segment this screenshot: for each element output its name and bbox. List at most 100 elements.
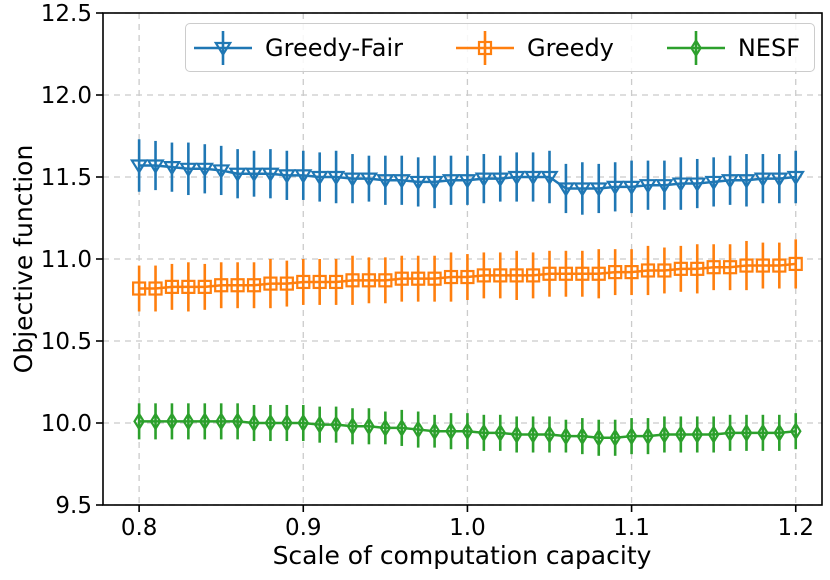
data-point-marker [280, 413, 293, 433]
y-axis-label: Objective function [9, 145, 38, 374]
data-point-marker [688, 177, 707, 193]
data-point-marker [510, 424, 523, 444]
data-point-marker [228, 167, 247, 183]
data-point-marker [248, 413, 260, 433]
series-layer [129, 139, 805, 456]
data-point-marker [149, 411, 162, 431]
data-point-marker [527, 424, 539, 444]
data-point-marker [491, 172, 510, 188]
tick-layer [96, 12, 797, 512]
data-point-marker [214, 278, 229, 293]
data-point-marker [773, 423, 786, 443]
data-point-marker [394, 271, 409, 286]
data-point-marker [461, 421, 474, 441]
data-point-marker [343, 172, 362, 188]
data-point-marker [476, 268, 491, 283]
legend-sample-greedy-icon [455, 30, 514, 65]
data-point-marker [592, 428, 605, 448]
data-point-marker [425, 175, 444, 191]
data-point-marker [458, 174, 477, 189]
data-point-marker [755, 258, 771, 273]
x-tick-label: 1.2 [777, 515, 814, 541]
data-point-marker [724, 423, 736, 443]
data-point-marker [392, 174, 411, 189]
data-point-marker [658, 424, 671, 444]
data-point-marker [507, 170, 526, 186]
data-point-marker [704, 175, 723, 191]
data-point-marker [543, 424, 556, 444]
data-point-marker [197, 279, 212, 294]
data-point-marker [591, 266, 606, 281]
x-tick-label: 1.0 [449, 515, 486, 541]
series-greedy-fair [129, 139, 805, 215]
x-tick-label: 1.1 [613, 515, 650, 541]
x-tick-label: 0.9 [285, 515, 322, 541]
y-tick-label: 10.0 [41, 411, 92, 437]
legend-entry-greedy-fair: Greedy-Fair [194, 28, 403, 68]
data-point-marker [195, 162, 214, 178]
data-point-marker [133, 411, 146, 431]
y-tick-label: 9.5 [55, 493, 92, 519]
series-line-greedy-fair [139, 164, 796, 190]
data-point-marker [310, 170, 329, 186]
legend-entry-nesf: NESF [666, 28, 800, 68]
data-point-marker [363, 416, 375, 436]
data-point-marker [378, 273, 393, 288]
data-point-marker [279, 276, 294, 291]
series-greedy [132, 239, 803, 312]
legend-sample-nesf-icon [666, 30, 725, 65]
data-point-marker [509, 268, 524, 283]
data-point-marker [326, 170, 346, 186]
data-point-marker [690, 261, 705, 276]
data-point-marker [493, 268, 508, 283]
data-point-marker [772, 258, 787, 273]
data-point-marker [277, 169, 297, 185]
data-point-marker [412, 420, 425, 440]
data-point-marker [198, 411, 211, 431]
data-point-marker [640, 263, 656, 278]
data-point-marker [739, 258, 754, 273]
data-point-marker [213, 41, 233, 57]
data-point-marker [589, 182, 608, 198]
legend-sample-greedy-fair-icon [194, 30, 252, 65]
legend-entry-greedy: Greedy [455, 28, 614, 68]
data-point-marker [624, 265, 639, 280]
data-point-marker [605, 180, 625, 196]
data-point-marker [132, 281, 147, 296]
y-tick-label: 11.5 [41, 165, 92, 191]
data-point-marker [689, 38, 702, 57]
data-point-marker [379, 418, 392, 438]
data-point-marker [789, 421, 802, 441]
data-point-marker [560, 426, 572, 446]
tick-label-layer: 0.8 0.9 1.0 1.1 1.2 9.5 10.0 10.5 11.0 11.5 12.0 12… [41, 1, 814, 541]
legend-label-nesf: NESF [737, 33, 800, 62]
data-point-marker [428, 421, 441, 441]
y-tick-label: 12.0 [41, 83, 92, 109]
data-point-marker [786, 170, 805, 186]
data-point-marker [376, 174, 395, 189]
y-tick-label: 10.5 [41, 329, 92, 355]
data-point-marker [609, 428, 622, 448]
data-point-marker [312, 274, 327, 290]
data-point-marker [182, 411, 195, 431]
x-tick-label: 0.8 [121, 515, 158, 541]
data-point-marker [556, 182, 576, 198]
data-point-marker [657, 263, 672, 278]
data-point-marker [443, 269, 459, 285]
series-nesf [133, 403, 802, 456]
data-point-marker [622, 180, 641, 196]
data-point-marker [166, 411, 178, 431]
data-point-marker [740, 423, 753, 443]
data-point-marker [720, 174, 740, 189]
data-point-marker [297, 413, 310, 433]
data-point-marker [674, 424, 687, 444]
data-point-marker [181, 279, 196, 294]
data-point-marker [575, 266, 590, 281]
data-point-marker [395, 418, 408, 438]
data-point-marker [642, 426, 654, 446]
data-point-marker [788, 256, 803, 272]
data-point-marker [359, 172, 379, 188]
x-axis-label: Scale of computation capacity [273, 541, 652, 570]
